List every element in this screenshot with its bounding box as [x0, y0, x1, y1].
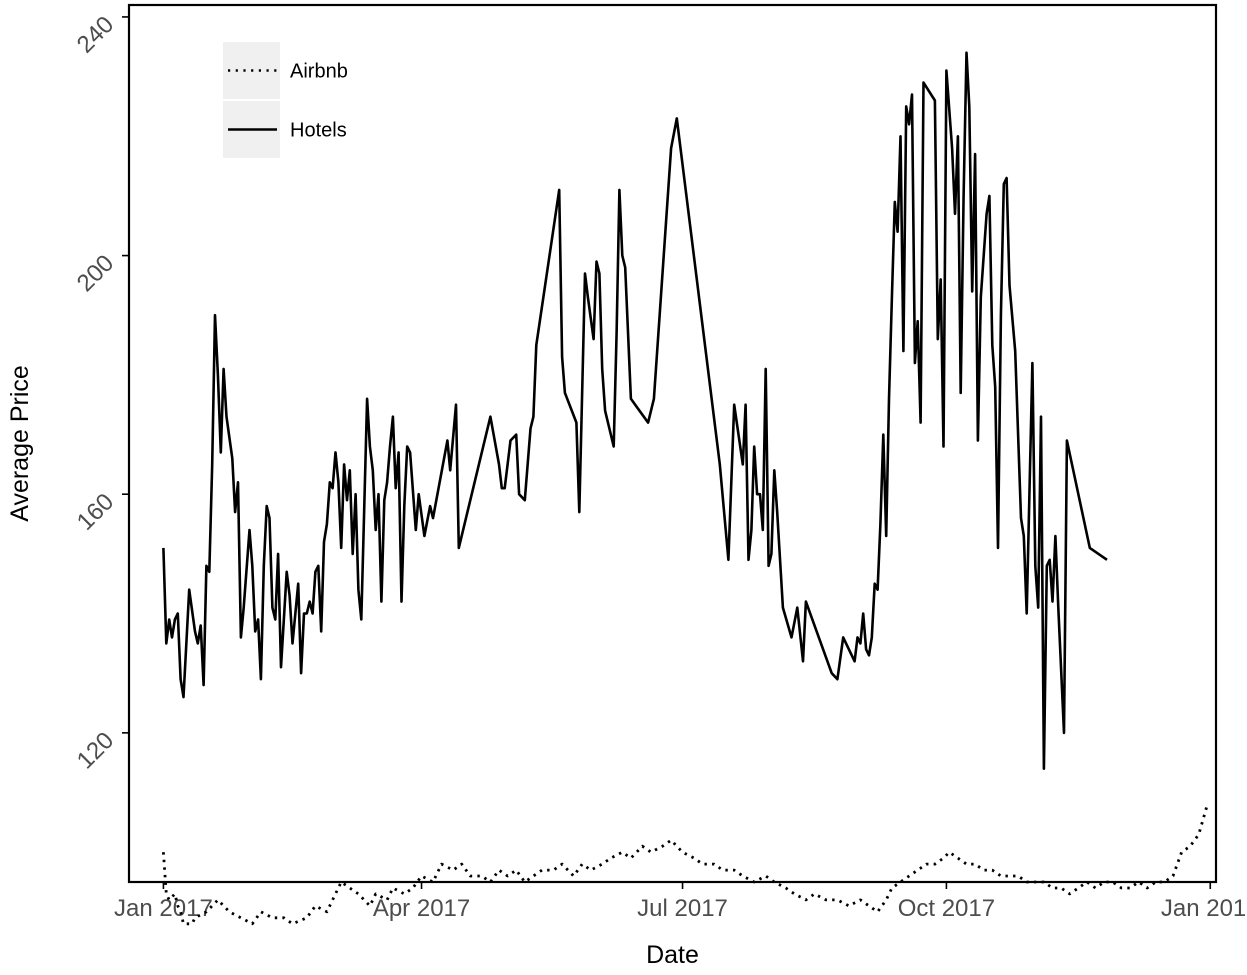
legend-label-hotels: Hotels	[290, 120, 347, 142]
x-tick-label: Jan 2018	[1161, 895, 1247, 922]
series-layer	[162, 51, 1209, 926]
series-line-airbnb	[162, 804, 1209, 926]
x-axis-title: Date	[646, 941, 699, 969]
y-axis-title: Average Price	[6, 365, 34, 522]
x-tick-label: Apr 2017	[373, 895, 470, 922]
x-tick-label: Jul 2017	[637, 895, 728, 922]
x-tick-label: Oct 2017	[898, 895, 995, 922]
series-line-hotels	[162, 51, 1108, 770]
x-tick-label: Jan 2017	[114, 895, 213, 922]
legend-label-airbnb: Airbnb	[290, 61, 348, 83]
legend: Airbnb Hotels	[223, 42, 348, 158]
plot-panel-border	[127, 3, 1218, 884]
